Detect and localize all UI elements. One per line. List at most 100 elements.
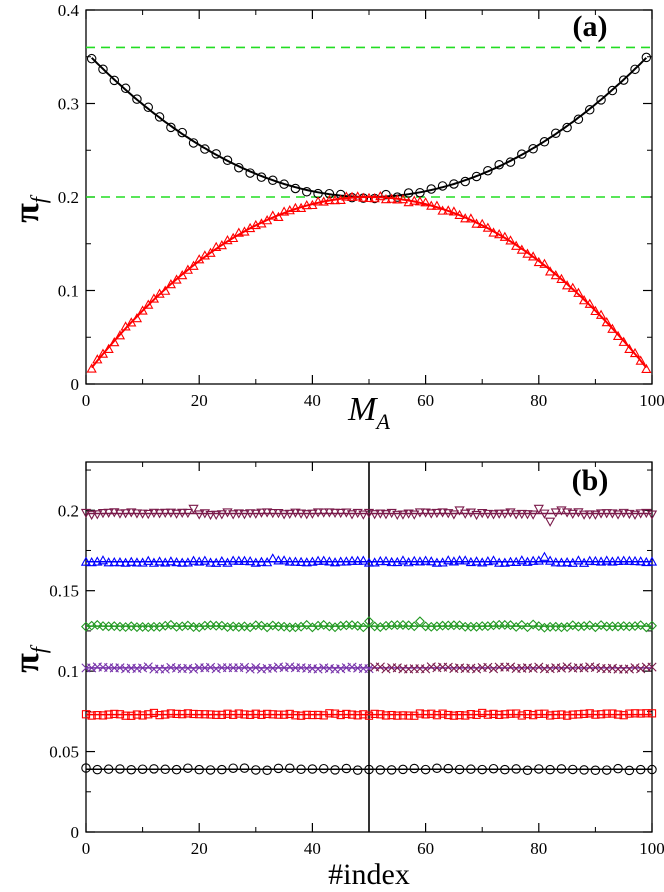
series-0.168-point [126,556,137,566]
lower-branch-point [143,299,154,309]
series-0.039-point [647,764,657,775]
series-0.102-point [313,664,323,674]
series-0.073-point [342,709,351,719]
series-0.198-point [211,510,222,520]
upper-branch-point [200,144,210,154]
series-0.198-point [324,508,335,518]
y-tick-label: 0 [71,823,80,842]
series-0.198-point [499,509,510,519]
series-0.168-point [352,555,363,565]
series-0.102-point [364,664,374,674]
series-0.198-point [228,510,239,520]
series-0.128-point [567,620,578,631]
series-0.128-point [647,620,657,631]
series-0.128-point [584,620,595,631]
series-0.198-point [482,509,493,520]
series-0.128-point [414,616,425,627]
series-0.102-point [421,664,431,674]
series-0.198-point [307,509,318,519]
lower-branch-point [573,287,584,297]
series-0.198-point [239,510,250,520]
series-0.073-point [206,710,215,719]
series-0.073-point [387,710,396,720]
series-0.198-point [194,510,205,520]
x-tick-label: 40 [304,391,321,410]
lower-branch-point [137,305,148,315]
series-0.198-point [103,508,114,518]
series-0.073-point [149,708,159,718]
series-0.039-point [477,764,487,775]
series-0.198-point [403,509,414,519]
lower-branch-point [426,200,437,210]
upper-branch-point [290,183,301,194]
series-0.102-point [347,662,357,672]
series-0.128-point [216,620,227,631]
series-0.073-point [415,709,425,718]
lower-branch-point [290,202,301,213]
x-tick-label: 60 [417,839,434,858]
series-0.073-point [189,709,198,719]
series-0.168-point [426,556,437,566]
lower-branch-point [494,228,505,239]
series-0.073-point [449,711,459,720]
series-0.168-point [256,556,267,566]
series-0.198-point [431,508,443,519]
series-0.168-point [103,557,114,567]
upper-branch-point [505,157,516,167]
series-0.128-point [522,622,533,633]
series-0.039-point [126,764,137,775]
series-0.168-point [443,555,454,565]
series-0.039-point [262,765,272,776]
series-0.102-point [647,662,657,672]
series-0.102-point [87,663,97,673]
lower-branch-point [595,309,607,319]
series-0.039-point [160,764,170,775]
series-0.198-point [273,509,284,519]
series-0.073-point [647,709,657,718]
series-0.168-point [584,555,595,565]
x-tick-label: 100 [639,391,664,410]
lower-branch-point [539,258,550,268]
series-0.168-point [494,557,505,567]
series-0.073-point [404,711,413,720]
lower-branch-point [363,192,375,202]
series-0.073-point [489,709,498,719]
series-0.039-point [194,764,204,775]
lower-branch-point [460,213,471,223]
lower-branch-point [233,227,244,237]
series-0.073-point [251,709,260,718]
series-0.073-point [585,709,594,718]
x-tick-label: 40 [304,839,321,858]
series-0.039-point [511,764,521,774]
panel-a: 0 20 40 60 80 100 0 0.1 0.2 0.3 0.4 (a) MA πf [6,1,664,434]
series-0.073-point [223,709,232,718]
series-0.073-point [347,710,357,719]
upper-branch-point [449,179,459,189]
lower-branch-point [97,348,109,358]
series-0.198-point [516,509,527,520]
series-0.198-point [397,510,409,520]
series-0.039-point [579,765,589,775]
series-0.073-point [444,710,453,720]
series-0.128-point [397,620,408,630]
lower-branch-point [267,210,278,220]
series-0.198-point [528,510,539,520]
series-0.128-point [165,619,176,630]
series-0.102-point [505,662,516,672]
series-0.073-point [81,710,91,719]
series-0.073-point [438,709,447,718]
series-0.198-point [290,508,301,518]
series-0.168-point [109,556,120,567]
series-0.168-point [607,556,618,566]
lower-branch-point [641,363,652,374]
series-0.128-point [92,619,103,630]
series-0.128-point [143,622,154,633]
series-0.168-point [448,556,460,566]
lower-branch-point [188,260,199,270]
series-0.073-point [138,711,147,720]
series-0.039-point [115,764,125,774]
upper-branch-point [517,149,527,159]
series-0.102-point [143,662,153,672]
series-0.128-point [160,620,171,631]
series-0.039-point [624,765,635,776]
